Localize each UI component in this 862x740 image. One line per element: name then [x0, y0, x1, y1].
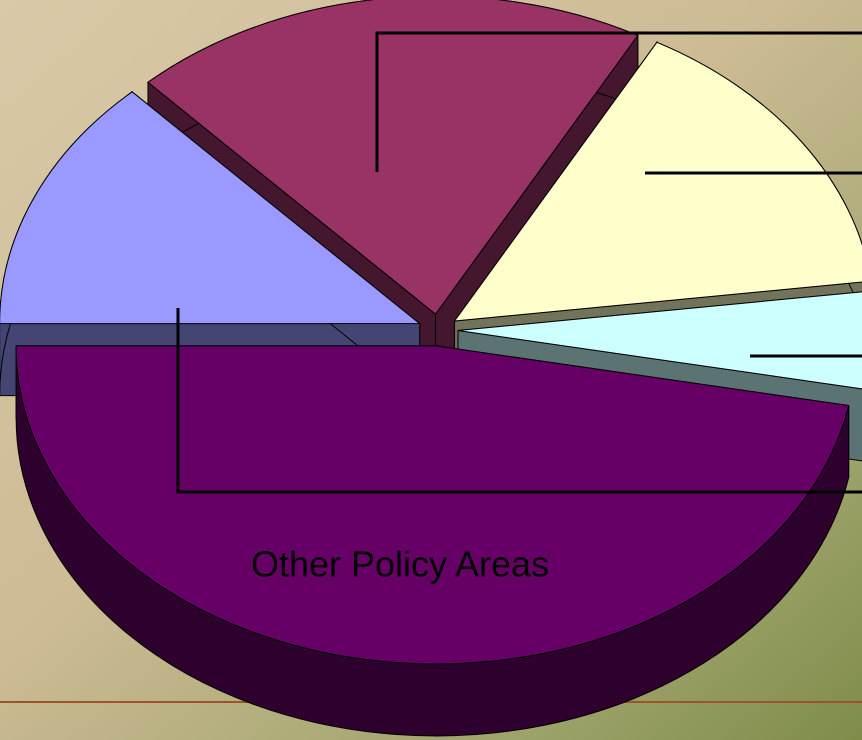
slice [457, 291, 862, 390]
leader-line [176, 308, 862, 494]
slice [0, 91, 422, 325]
leader-line [375, 31, 862, 172]
slice [453, 41, 862, 322]
slice [147, 0, 639, 315]
leader-lines [176, 31, 862, 494]
slice-label: Other Policy Areas [251, 544, 549, 585]
slice [15, 345, 850, 665]
